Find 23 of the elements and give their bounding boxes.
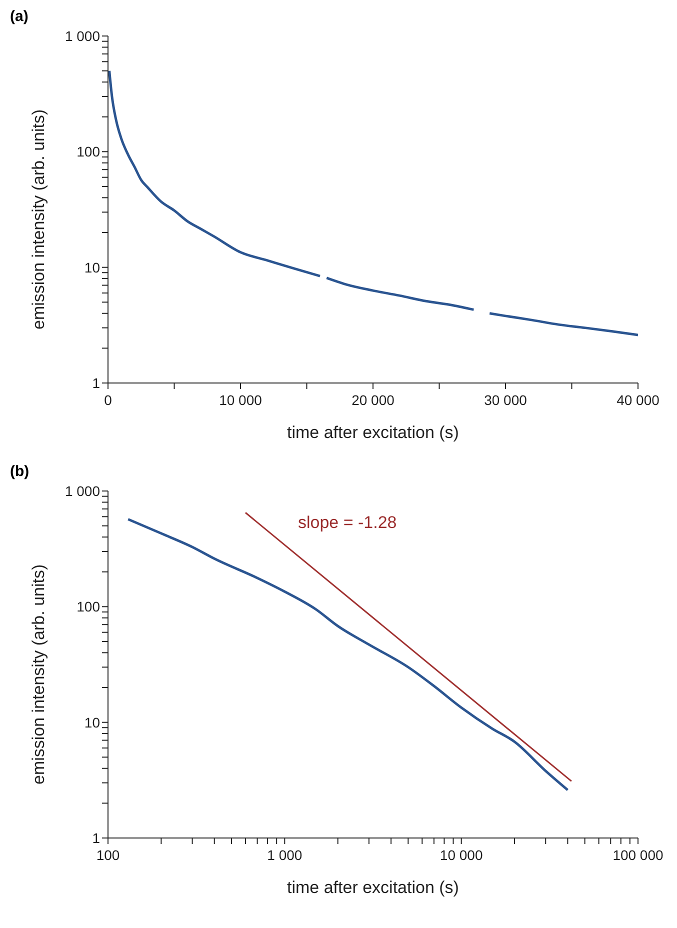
- y-axis-title: emission intensity (arb. units): [29, 564, 48, 784]
- y-tick-label: 10: [84, 259, 100, 276]
- y-tick-label: 100: [76, 144, 100, 160]
- y-tick-label: 1 000: [64, 482, 100, 499]
- y-tick-label: 1 000: [64, 28, 100, 44]
- y-tick-label: 1: [92, 830, 100, 846]
- chart-title: (a): [10, 8, 28, 25]
- y-axis-title: emission intensity (arb. units): [29, 109, 48, 330]
- y-tick-label: 1: [92, 374, 100, 391]
- x-axis-title: time after excitation (s): [287, 878, 459, 897]
- x-tick-label: 0: [104, 392, 112, 408]
- y-tick-label: 100: [76, 598, 100, 615]
- x-tick-label: 1 000: [267, 847, 302, 863]
- x-tick-label: 40 000: [616, 392, 660, 408]
- x-tick-label: 100 000: [612, 847, 664, 863]
- annotation: slope = -1.28: [298, 513, 397, 533]
- x-tick-label: 10 000: [219, 392, 262, 408]
- chart-title: (b): [10, 463, 30, 480]
- x-axis-title: time after excitation (s): [287, 423, 459, 442]
- x-tick-label: 10 000: [440, 847, 483, 863]
- x-tick-label: 20 000: [352, 392, 395, 408]
- y-tick-label: 10: [84, 714, 100, 730]
- x-tick-label: 30 000: [484, 392, 528, 408]
